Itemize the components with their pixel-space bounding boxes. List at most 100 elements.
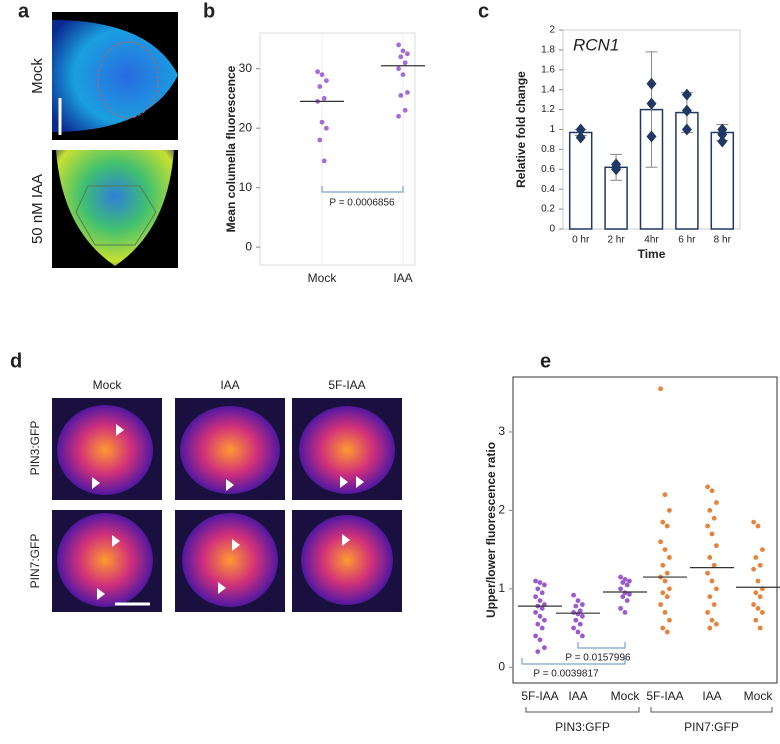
plot-frame bbox=[259, 32, 416, 266]
diamond bbox=[681, 88, 692, 101]
dot bbox=[620, 580, 626, 585]
bracket bbox=[577, 642, 626, 649]
y-tick-label: 2 bbox=[498, 503, 505, 517]
micrograph bbox=[52, 150, 178, 268]
dot bbox=[667, 507, 672, 513]
dot bbox=[658, 386, 663, 392]
diamond bbox=[717, 128, 728, 141]
group-bracket bbox=[650, 707, 773, 713]
dot bbox=[542, 645, 547, 651]
dot bbox=[533, 609, 538, 615]
dot bbox=[664, 629, 670, 635]
dot bbox=[537, 598, 543, 604]
dot bbox=[571, 592, 576, 598]
diamond bbox=[646, 97, 657, 110]
diamond bbox=[646, 130, 657, 143]
dot bbox=[753, 555, 759, 560]
dot bbox=[662, 609, 668, 615]
x-tick-label: 6 hr bbox=[678, 235, 696, 246]
panel-label: e bbox=[540, 350, 551, 372]
dot bbox=[714, 586, 719, 592]
dot bbox=[580, 602, 585, 607]
micrograph bbox=[52, 12, 178, 140]
micrographs bbox=[52, 398, 402, 612]
y-tick-label: 1.8 bbox=[541, 45, 555, 56]
dot bbox=[755, 523, 761, 529]
dot bbox=[321, 96, 327, 101]
y-tick-label: 20 bbox=[239, 120, 253, 134]
p-value: P = 0.0006856 bbox=[329, 198, 395, 209]
dot bbox=[757, 594, 763, 600]
dot bbox=[705, 523, 710, 529]
x-tick-label: 8 hr bbox=[714, 235, 732, 246]
x-tick-label: IAA bbox=[702, 689, 721, 703]
dot bbox=[709, 488, 715, 494]
dot bbox=[662, 578, 668, 584]
y-tick-label: 1 bbox=[549, 124, 555, 135]
dot bbox=[535, 649, 541, 655]
y-axis-label: Upper/lower fluorescence ratio bbox=[484, 442, 498, 618]
dot bbox=[624, 598, 630, 604]
dot bbox=[711, 562, 717, 568]
dot bbox=[402, 107, 408, 113]
dot bbox=[711, 602, 717, 607]
dot bbox=[400, 72, 406, 78]
y-tick-label: 0.6 bbox=[541, 164, 555, 175]
dot bbox=[575, 598, 581, 604]
dot bbox=[539, 625, 545, 631]
dot bbox=[760, 547, 765, 553]
dot bbox=[667, 586, 672, 592]
y-tick-label: 2 bbox=[549, 25, 555, 36]
dot bbox=[405, 90, 410, 95]
dot bbox=[667, 555, 672, 560]
y-tick-label: 0 bbox=[498, 659, 505, 673]
dot bbox=[707, 594, 713, 600]
diamond bbox=[611, 161, 622, 174]
x-tick-label: 5F-IAA bbox=[521, 689, 558, 703]
group-label: PIN3:GFP bbox=[555, 720, 610, 734]
p-value: P = 0.0157996 bbox=[565, 653, 631, 664]
dot bbox=[627, 591, 632, 597]
dot bbox=[755, 606, 761, 611]
dot bbox=[760, 609, 765, 615]
panel-label: d bbox=[10, 350, 22, 372]
dot bbox=[533, 633, 538, 639]
dot bbox=[705, 484, 710, 490]
dot bbox=[533, 594, 538, 600]
diamond bbox=[575, 131, 586, 144]
diamond bbox=[681, 123, 692, 136]
dot bbox=[707, 625, 713, 631]
panel-label: a bbox=[18, 0, 30, 22]
group-label: PIN7:GFP bbox=[684, 720, 739, 734]
dot bbox=[664, 570, 670, 576]
dot bbox=[714, 500, 719, 505]
dot bbox=[707, 507, 713, 513]
dot bbox=[624, 582, 630, 588]
dot bbox=[620, 594, 626, 600]
dot bbox=[667, 617, 672, 623]
dot bbox=[571, 609, 576, 615]
x-tick-label: 5F-IAA bbox=[646, 689, 683, 703]
dot bbox=[317, 137, 323, 143]
dot bbox=[542, 582, 547, 588]
p-value: P = 0.0039817 bbox=[533, 669, 599, 680]
group-bracket bbox=[525, 707, 640, 713]
diamond bbox=[681, 104, 692, 117]
dot bbox=[400, 48, 406, 54]
dot bbox=[755, 578, 761, 584]
dot bbox=[537, 637, 543, 643]
dot bbox=[405, 51, 410, 57]
dot bbox=[709, 531, 715, 537]
dot bbox=[319, 72, 325, 78]
y-tick-label: 0.4 bbox=[541, 184, 555, 195]
row-label: Mock bbox=[29, 58, 46, 94]
bar bbox=[568, 131, 593, 230]
dot bbox=[662, 492, 668, 498]
dot bbox=[539, 606, 545, 611]
x-tick-label: Mock bbox=[308, 271, 338, 285]
dot bbox=[753, 617, 759, 623]
dot bbox=[324, 78, 329, 83]
dot bbox=[705, 609, 710, 615]
diamond bbox=[575, 123, 586, 136]
